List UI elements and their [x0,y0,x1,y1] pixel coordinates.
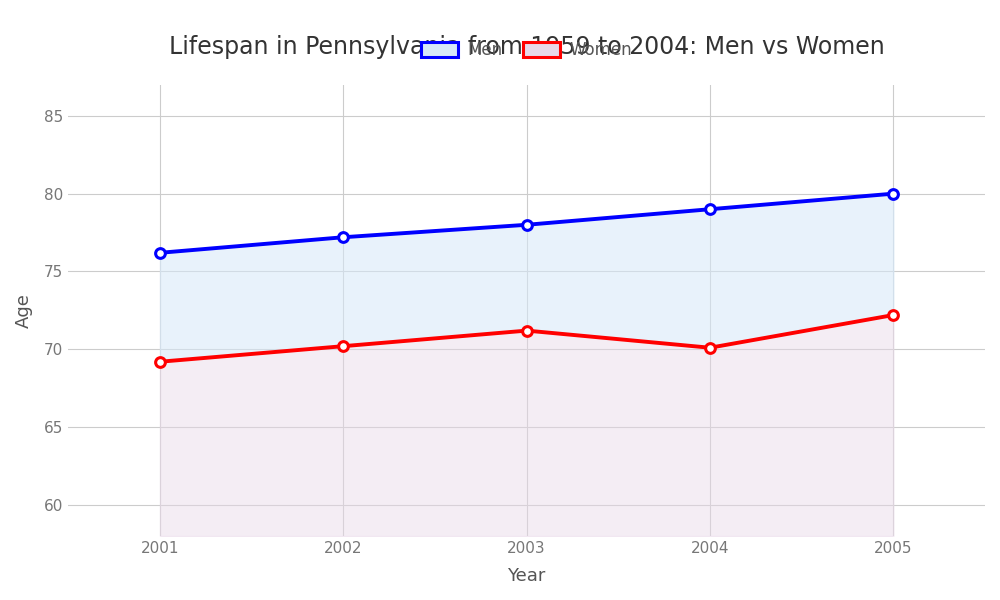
Title: Lifespan in Pennsylvania from 1959 to 2004: Men vs Women: Lifespan in Pennsylvania from 1959 to 20… [169,35,885,59]
Legend: Men, Women: Men, Women [414,34,639,66]
X-axis label: Year: Year [507,567,546,585]
Y-axis label: Age: Age [15,293,33,328]
